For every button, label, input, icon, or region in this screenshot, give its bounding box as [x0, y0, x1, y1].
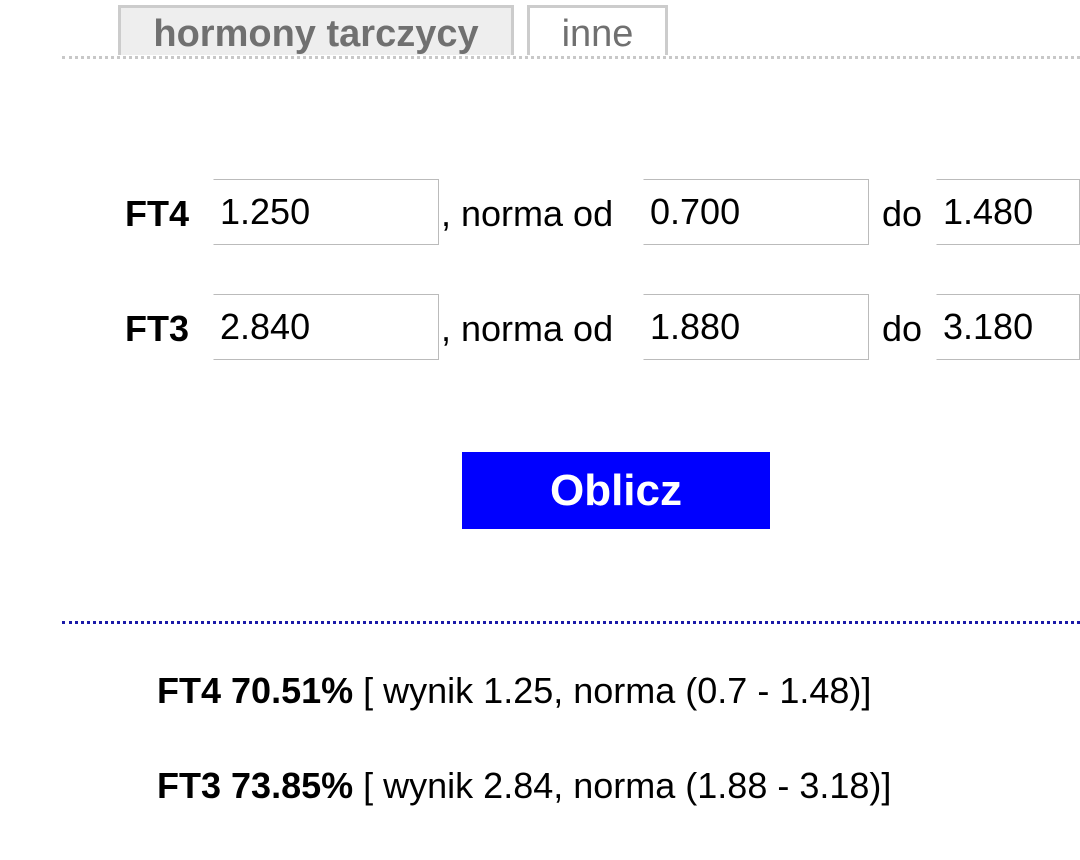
ft4-do-label: do — [882, 193, 923, 234]
ft4-label: FT4 — [125, 193, 190, 234]
result-ft3-name: FT3 — [157, 765, 222, 806]
result-ft3: FT3 73.85% [ wynik 2.84, norma (1.88 - 3… — [157, 765, 891, 807]
ft3-label: FT3 — [125, 308, 190, 349]
ft4-max-input[interactable] — [936, 179, 1080, 245]
result-ft4-percent: 70.51% — [231, 670, 354, 711]
ft4-norma-label: , norma od — [441, 193, 614, 234]
ft3-min-input[interactable] — [643, 294, 869, 360]
tab-hormony-tarczycy[interactable]: hormony tarczycy — [118, 5, 514, 55]
tab-inne[interactable]: inne — [527, 5, 668, 55]
oblicz-button[interactable]: Oblicz — [462, 452, 770, 529]
ft4-value-input[interactable] — [213, 179, 439, 245]
ft3-row: FT3 , norma od do — [0, 294, 1080, 360]
ft4-row: FT4 , norma od do — [0, 179, 1080, 245]
result-ft4: FT4 70.51% [ wynik 1.25, norma (0.7 - 1.… — [157, 670, 871, 712]
tab-divider — [62, 56, 1080, 59]
ft3-norma-label: , norma od — [441, 308, 614, 349]
result-ft3-percent: 73.85% — [231, 765, 354, 806]
ft3-do-label: do — [882, 308, 923, 349]
ft3-max-input[interactable] — [936, 294, 1080, 360]
ft4-min-input[interactable] — [643, 179, 869, 245]
results-divider — [62, 621, 1080, 624]
result-ft3-detail: [ wynik 2.84, norma (1.88 - 3.18)] — [363, 765, 892, 806]
ft3-value-input[interactable] — [213, 294, 439, 360]
result-ft4-detail: [ wynik 1.25, norma (0.7 - 1.48)] — [363, 670, 872, 711]
result-ft4-name: FT4 — [157, 670, 222, 711]
